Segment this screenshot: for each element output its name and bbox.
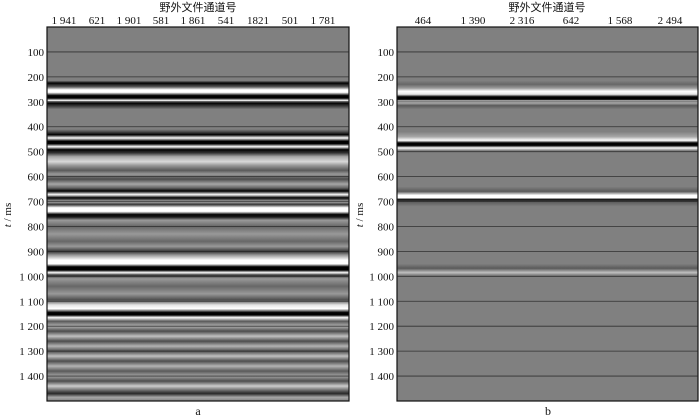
y-tick-label: 1 100 bbox=[369, 296, 394, 308]
y-tick-label: 500 bbox=[28, 147, 45, 159]
panel-a-section bbox=[46, 26, 350, 402]
panel-b-y-ticks: 100 200 300 400 500 600 700 800 900 1 000 1 100 1 2… bbox=[369, 47, 394, 383]
y-tick-label: 1 400 bbox=[369, 371, 394, 383]
x-tick-label: 2 316 bbox=[510, 15, 535, 27]
y-tick-label: 900 bbox=[28, 246, 45, 258]
x-tick-label: 2 494 bbox=[658, 15, 683, 27]
y-tick-label: 900 bbox=[378, 246, 395, 258]
x-tick-label: 501 bbox=[282, 15, 299, 27]
x-tick-label: 1 901 bbox=[117, 15, 142, 27]
y-tick-label: 100 bbox=[28, 47, 45, 59]
y-tick-label: 300 bbox=[28, 97, 45, 109]
y-tick-label: 400 bbox=[28, 122, 45, 134]
y-tick-label: 400 bbox=[378, 122, 395, 134]
y-tick-label: 800 bbox=[378, 221, 395, 233]
x-tick-label: 1 390 bbox=[461, 15, 486, 27]
y-tick-label: 1 300 bbox=[369, 346, 394, 358]
y-tick-label: 100 bbox=[378, 47, 395, 59]
y-tick-label: 600 bbox=[28, 172, 45, 184]
y-tick-label: 1 000 bbox=[369, 271, 394, 283]
y-tick-label: 200 bbox=[378, 72, 395, 84]
panel-b-label: b bbox=[545, 404, 551, 418]
x-tick-label: 1 861 bbox=[181, 15, 206, 27]
y-tick-label: 800 bbox=[28, 221, 45, 233]
panel-a-label: a bbox=[195, 404, 201, 418]
panel-a-gridlines bbox=[47, 51, 349, 377]
panel-a: 野外文件通道号 1 941 621 1 901 581 1 861 541 1821 501 1… bbox=[2, 0, 350, 418]
x-tick-label: 581 bbox=[153, 15, 170, 27]
panel-b-xlabel: 野外文件通道号 bbox=[509, 0, 586, 14]
y-tick-label: 500 bbox=[378, 147, 395, 159]
y-tick-label: 1 400 bbox=[19, 371, 44, 383]
panel-a-x-ticks: 1 941 621 1 901 581 1 861 541 1821 501 1 781 bbox=[52, 15, 336, 30]
y-tick-label: 1 000 bbox=[19, 271, 44, 283]
x-tick-label: 464 bbox=[415, 15, 432, 27]
y-tick-label: 1 200 bbox=[369, 321, 394, 333]
panel-b: 野外文件通道号 464 1 390 2 316 642 1 568 2 494 100 20… bbox=[354, 0, 699, 418]
x-tick-label: 541 bbox=[218, 15, 235, 27]
y-tick-label: 700 bbox=[28, 197, 45, 209]
panel-b-ylabel: t / ms bbox=[354, 203, 366, 227]
y-tick-label: 600 bbox=[378, 172, 395, 184]
panel-a-y-ticks: 100 200 300 400 500 600 700 800 900 1 000 1 100 1 2… bbox=[19, 47, 44, 383]
x-tick-label: 1821 bbox=[247, 15, 269, 27]
y-tick-label: 200 bbox=[28, 72, 45, 84]
y-tick-label: 1 200 bbox=[19, 321, 44, 333]
y-tick-label: 700 bbox=[378, 197, 395, 209]
x-tick-label: 1 568 bbox=[608, 15, 633, 27]
y-tick-label: 1 100 bbox=[19, 296, 44, 308]
x-tick-label: 1 781 bbox=[311, 15, 336, 27]
x-tick-label: 642 bbox=[563, 15, 580, 27]
panel-b-gridlines bbox=[397, 51, 698, 377]
x-tick-label: 621 bbox=[89, 15, 106, 27]
panel-b-section bbox=[396, 26, 699, 402]
y-tick-label: 1 300 bbox=[19, 346, 44, 358]
panel-a-xlabel: 野外文件通道号 bbox=[160, 0, 237, 14]
y-tick-label: 300 bbox=[378, 97, 395, 109]
x-tick-label: 1 941 bbox=[52, 15, 77, 27]
panel-b-x-ticks: 464 1 390 2 316 642 1 568 2 494 bbox=[415, 15, 683, 30]
panel-a-ylabel: t / ms bbox=[2, 203, 14, 227]
